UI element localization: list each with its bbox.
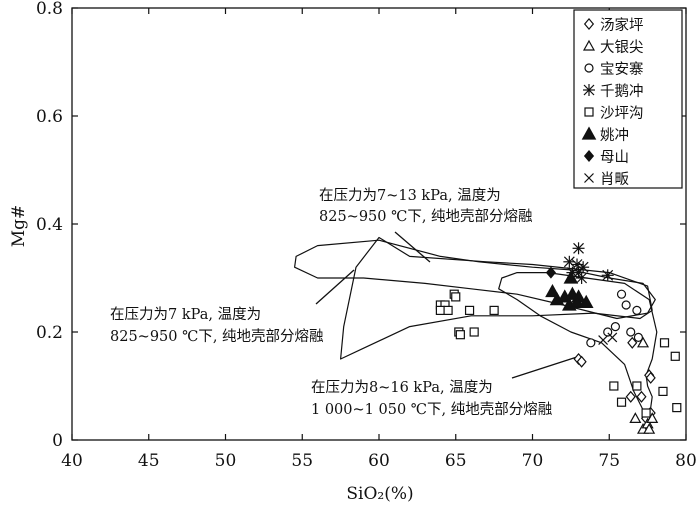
y-axis-label: Mg# xyxy=(9,205,29,248)
legend-marker-cross xyxy=(584,173,594,183)
x-tick-label: 60 xyxy=(368,451,390,471)
melting-fields xyxy=(294,236,658,414)
point-circle-open-2-5 xyxy=(626,327,636,337)
x-tick-label: 70 xyxy=(522,451,544,471)
legend-label-2: 宝安寨 xyxy=(600,60,644,78)
point-circle-open-2-2 xyxy=(632,305,642,315)
field-8-16kpa xyxy=(498,272,658,414)
data-points xyxy=(435,242,682,434)
annotation-bottom: 在压力为8~16 kPa, 温度为 1 000~1 050 ℃下, 纯地壳部分熔… xyxy=(311,379,552,418)
x-tick-label: 45 xyxy=(138,451,160,471)
point-square-open-4-18 xyxy=(672,403,682,413)
y-tick-label: 0.2 xyxy=(36,323,63,343)
annotation-left: 在压力为7 kPa, 温度为 825~950 ℃下, 纯地壳部分熔融 xyxy=(110,306,324,345)
point-star-3-1 xyxy=(563,255,576,268)
annotation-leaders xyxy=(315,231,581,379)
point-square-open-4-12 xyxy=(670,351,680,361)
x-tick-label: 50 xyxy=(215,451,237,471)
point-diamond-open-0-5 xyxy=(636,390,647,403)
point-diamond-open-0-2 xyxy=(627,336,638,349)
point-square-open-4-9 xyxy=(455,330,465,340)
point-square-open-4-3 xyxy=(443,305,453,315)
point-triangle-open-1-0 xyxy=(637,336,650,348)
point-square-open-4-15 xyxy=(641,408,651,418)
point-triangle-open-1-1 xyxy=(629,412,642,423)
legend-label-1: 大银尖 xyxy=(600,39,644,56)
annotation-bottom-line-1: 在压力为8~16 kPa, 温度为 xyxy=(311,379,493,396)
legend-marker-circle-open xyxy=(584,63,594,73)
legend-markers xyxy=(581,17,597,183)
x-tick-label: 55 xyxy=(291,451,313,471)
point-diamond-open-0-6 xyxy=(625,390,636,403)
field-7-13kpa xyxy=(294,239,656,320)
point-triangle-open-1-4 xyxy=(646,412,659,423)
legend-marker-star xyxy=(583,84,595,96)
legend-marker-diamond-open xyxy=(583,17,595,31)
legend-label-7: 肖畈 xyxy=(600,171,629,188)
point-square-open-4-17 xyxy=(616,397,627,407)
point-cross-7-0 xyxy=(598,335,609,346)
annotation-left-line-1: 在压力为7 kPa, 温度为 xyxy=(110,306,261,323)
legend-label-6: 母山 xyxy=(600,149,629,166)
point-triangle-open-1-5 xyxy=(643,422,656,434)
point-diamond-filled-6-0 xyxy=(545,266,557,279)
y-tick-label: 0 xyxy=(52,431,63,451)
point-square-open-4-10 xyxy=(469,327,479,337)
legend-marker-triangle-open xyxy=(582,39,596,51)
point-square-open-4-14 xyxy=(632,381,642,391)
axis-ticks xyxy=(71,7,687,441)
y-tick-label: 0.6 xyxy=(36,107,63,127)
point-circle-open-2-3 xyxy=(610,322,620,332)
point-circle-open-2-6 xyxy=(633,332,644,342)
point-star-3-6 xyxy=(575,272,588,284)
field-7kpa xyxy=(340,236,653,360)
point-diamond-open-0-1 xyxy=(576,355,587,368)
point-square-open-4-7 xyxy=(489,305,499,315)
leader-line-left xyxy=(315,269,355,305)
point-cross-7-1 xyxy=(607,332,618,343)
annotation-bottom-line-2: 1 000~1 050 ℃下, 纯地壳部分熔融 xyxy=(311,401,552,418)
x-tick-label: 40 xyxy=(61,451,83,471)
legend-marker-square-open xyxy=(584,107,594,117)
legend-label-3: 千鹅冲 xyxy=(600,83,644,100)
point-star-3-0 xyxy=(572,242,585,255)
legend: 汤家坪 大银尖 宝安寨 千鹅冲 沙坪沟 姚冲 母山 肖畈 xyxy=(573,9,683,189)
point-star-3-5 xyxy=(572,266,585,279)
legend-label-5: 姚冲 xyxy=(600,127,629,144)
point-circle-open-2-0 xyxy=(616,289,627,299)
y-tick-labels: 0 0.2 0.4 0.6 0.8 xyxy=(36,0,63,451)
point-triangle-filled-5-8 xyxy=(563,270,579,284)
y-tick-label: 0.8 xyxy=(36,0,63,19)
point-triangle-filled-5-5 xyxy=(569,294,585,308)
point-square-open-4-6 xyxy=(464,305,475,315)
x-tick-label: 80 xyxy=(675,451,697,471)
leader-line-bottom xyxy=(511,355,581,379)
legend-label-4: 沙坪沟 xyxy=(600,105,644,122)
annotation-top-line-2: 825~950 ℃下, 纯地壳部分熔融 xyxy=(319,208,533,225)
point-square-open-4-11 xyxy=(659,338,670,348)
y-tick-label: 0.4 xyxy=(36,215,63,235)
legend-label-0: 汤家坪 xyxy=(600,17,644,34)
point-square-open-4-2 xyxy=(435,305,445,315)
legend-marker-triangle-filled xyxy=(581,126,597,140)
point-circle-open-2-7 xyxy=(586,338,596,348)
point-star-3-7 xyxy=(601,269,614,282)
x-axis-label: SiO₂(%) xyxy=(346,484,413,504)
x-tick-label: 65 xyxy=(445,451,467,471)
legend-marker-diamond-filled xyxy=(583,149,595,163)
point-circle-open-2-1 xyxy=(621,300,631,310)
point-square-open-4-16 xyxy=(658,386,668,396)
x-tick-labels: 40 45 50 55 60 65 70 75 80 xyxy=(61,451,697,471)
point-triangle-filled-5-6 xyxy=(578,294,594,308)
annotation-top: 在压力为7~13 kPa, 温度为 825~950 ℃下, 纯地壳部分熔融 xyxy=(319,187,533,225)
x-tick-label: 75 xyxy=(598,451,620,471)
annotation-left-line-2: 825~950 ℃下, 纯地壳部分熔融 xyxy=(110,328,324,345)
point-triangle-filled-5-7 xyxy=(545,283,560,298)
annotation-top-line-1: 在压力为7~13 kPa, 温度为 xyxy=(319,187,501,204)
point-diamond-open-0-4 xyxy=(645,371,656,384)
leader-line-top xyxy=(394,231,431,263)
point-square-open-4-13 xyxy=(609,381,619,391)
point-square-open-4-5 xyxy=(451,292,461,302)
